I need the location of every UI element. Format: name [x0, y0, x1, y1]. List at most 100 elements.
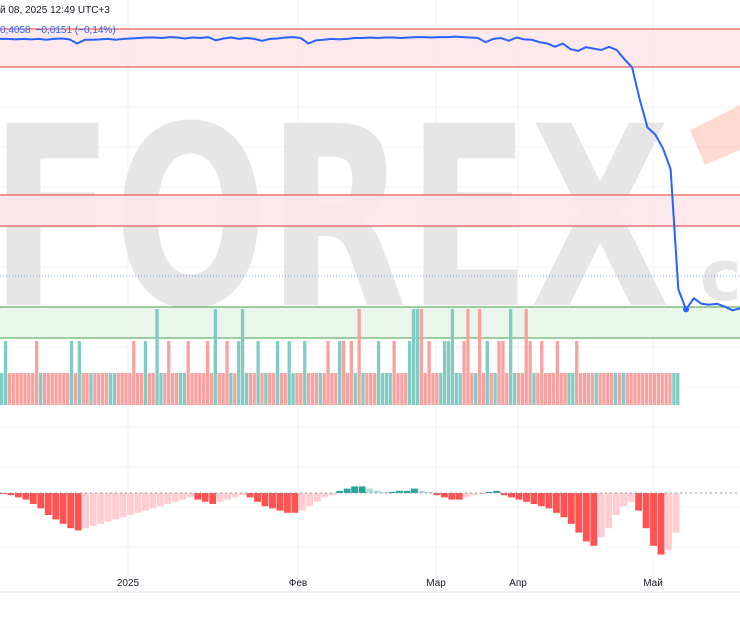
histogram-bar	[321, 493, 329, 498]
histogram-bar	[82, 493, 90, 529]
histogram-bar	[254, 493, 261, 502]
volume-bar	[369, 373, 373, 405]
histogram-bar	[582, 493, 590, 542]
volume-bar	[306, 373, 311, 405]
volume-bar	[77, 341, 81, 405]
volume-bar	[272, 373, 276, 405]
volume-bar	[353, 373, 357, 405]
volume-bar	[58, 373, 62, 405]
histogram-bar	[418, 490, 426, 493]
volume-bar	[31, 373, 35, 405]
volume-bar	[544, 373, 548, 405]
volume-bar	[147, 373, 151, 405]
volume-bar	[124, 373, 128, 405]
oscillator-histogram	[0, 486, 680, 555]
zones	[0, 28, 740, 339]
volume-bar	[225, 341, 229, 405]
volume-bar	[256, 341, 260, 405]
histogram-bar	[425, 491, 433, 493]
volume-bar	[474, 373, 478, 405]
volume-bar	[458, 373, 462, 405]
histogram-bar	[194, 493, 202, 500]
volume-bar	[586, 373, 591, 405]
histogram-bar	[381, 491, 388, 493]
volume-bar	[637, 373, 641, 405]
support-zone	[0, 307, 740, 338]
histogram-bar	[231, 493, 239, 498]
histogram-bar	[97, 493, 105, 524]
volume-bar	[209, 373, 214, 405]
histogram-bar	[567, 493, 575, 524]
volume-bar	[392, 341, 396, 405]
volume-bar	[489, 373, 493, 405]
volume-bar	[34, 341, 39, 405]
volume-bar	[365, 373, 369, 405]
histogram-bar	[590, 493, 598, 546]
volume-bar	[427, 341, 431, 405]
price-line	[0, 35, 740, 312]
volume-bar	[252, 373, 256, 405]
volume-bar	[536, 373, 540, 405]
histogram-bar	[7, 493, 15, 496]
volume-bar	[326, 341, 330, 405]
volume-bar	[155, 309, 159, 405]
volume-bar	[89, 373, 93, 405]
histogram-bar	[396, 490, 403, 493]
volume-bar	[446, 341, 451, 405]
histogram-bar	[201, 493, 209, 502]
x-label-may: Май	[643, 578, 663, 589]
volume-bar	[540, 341, 544, 405]
histogram-bar	[373, 490, 381, 493]
histogram-bar	[627, 493, 635, 502]
volume-bar	[400, 373, 404, 405]
volume-bar	[233, 373, 237, 405]
volume-bar	[388, 373, 392, 405]
volume-bar	[617, 373, 622, 405]
volume-bar	[85, 373, 89, 405]
histogram-bar	[650, 493, 657, 546]
volume-bar	[299, 373, 303, 405]
volume-bar	[672, 373, 676, 405]
volume-bar	[384, 373, 388, 405]
volume-bar	[295, 373, 299, 405]
volume-bar	[136, 373, 140, 405]
histogram-bar	[67, 493, 75, 529]
histogram-bar	[523, 493, 530, 502]
volume-bar	[303, 341, 307, 405]
histogram-bar	[433, 493, 441, 496]
watermark-arrow-shape	[690, 105, 740, 165]
volume-bar	[229, 373, 233, 405]
histogram-bar	[89, 493, 97, 526]
histogram-bar	[29, 493, 37, 504]
volume-bar	[66, 373, 70, 405]
volume-bar	[268, 373, 272, 405]
volume-bar	[112, 373, 116, 405]
volume-bar	[314, 373, 319, 405]
histogram-bar	[149, 493, 157, 509]
volume-bar	[380, 373, 385, 405]
histogram-bar	[291, 493, 299, 513]
volume-bar	[466, 309, 470, 405]
volume-bar	[357, 309, 361, 405]
volume-bar	[575, 341, 579, 405]
volume-bar	[101, 373, 105, 405]
volume-bar	[481, 373, 486, 405]
histogram-bar	[141, 493, 149, 511]
volume-bar	[408, 341, 412, 405]
volume-bar	[15, 373, 19, 405]
volume-bar	[520, 373, 524, 405]
volume-bar	[73, 373, 78, 405]
histogram-bar	[276, 493, 284, 511]
volume-bar	[54, 373, 58, 405]
volume-bar	[563, 373, 567, 405]
histogram-bar	[59, 493, 67, 524]
volume-bar	[516, 373, 521, 405]
histogram-bar	[246, 493, 254, 498]
volume-bar	[170, 373, 175, 405]
histogram-bar	[403, 490, 411, 493]
volume-bar	[676, 373, 680, 405]
histogram-bar	[538, 493, 545, 507]
volume-bar	[167, 341, 171, 405]
volume-bar	[613, 373, 618, 405]
